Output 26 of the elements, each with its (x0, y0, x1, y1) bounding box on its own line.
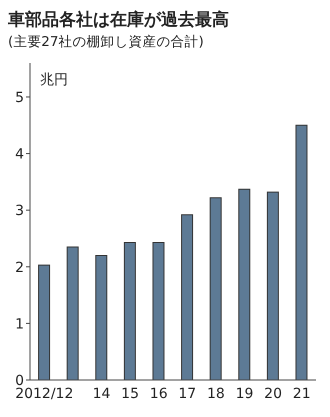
bar (238, 188, 250, 380)
y-axis-title: 兆円 (40, 71, 68, 89)
x-tick-label: 17 (178, 386, 196, 402)
x-tick-label: 21 (292, 386, 311, 402)
bar (181, 214, 194, 380)
bar (152, 242, 164, 380)
chart-title: 車部品各社は在庫が過去最高 (8, 9, 230, 31)
x-tick-label: 16 (150, 386, 168, 402)
x-tick-label: 15 (121, 386, 140, 402)
y-tick-label: 2 (15, 260, 24, 276)
bar (266, 192, 279, 380)
bar (95, 254, 108, 380)
bar (38, 264, 50, 380)
chart-subtitle: (主要27社の棚卸し資産の合計) (8, 33, 205, 51)
x-tick-label: 20 (264, 386, 282, 402)
bar (124, 242, 136, 380)
y-tick-label: 4 (15, 146, 24, 163)
bar (210, 197, 222, 380)
x-tick-label: 14 (92, 386, 110, 402)
x-tick-label: 19 (236, 386, 254, 402)
x-tick-label: 18 (206, 386, 225, 402)
y-tick-label: 3 (15, 203, 24, 220)
bar (66, 246, 79, 380)
y-tick-label: 1 (15, 316, 24, 332)
y-tick-label: 5 (15, 90, 24, 106)
bar (295, 124, 308, 380)
